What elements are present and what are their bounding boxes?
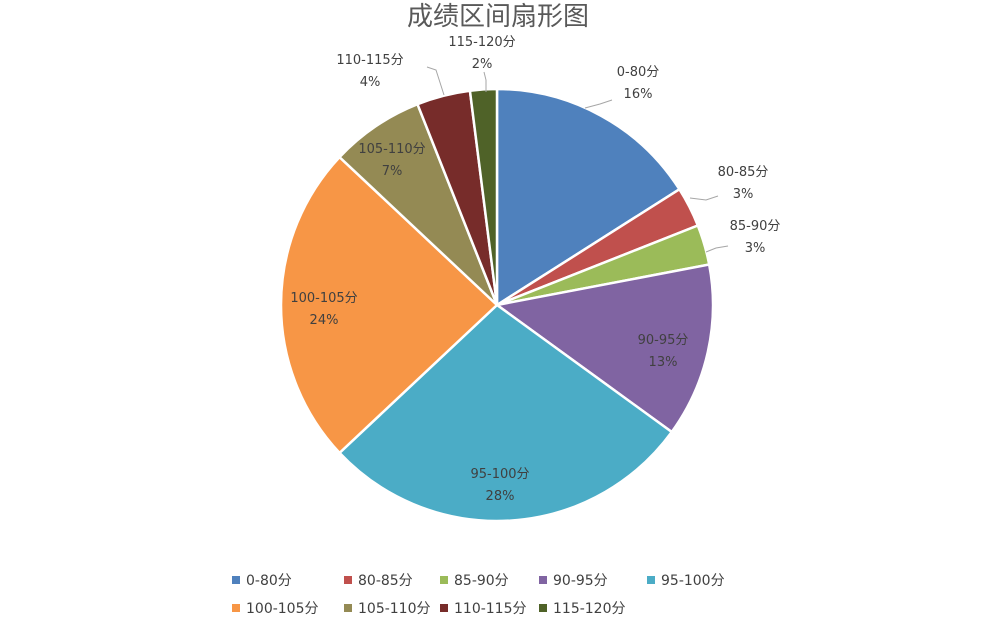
legend-swatch	[232, 604, 240, 612]
legend-item: 105-110分	[344, 598, 431, 618]
legend-item: 95-100分	[647, 570, 725, 590]
data-label-percent: 3%	[733, 187, 754, 202]
data-label-category: 80-85分	[718, 165, 769, 180]
data-label-category: 0-80分	[617, 65, 660, 80]
legend-label: 100-105分	[246, 601, 319, 617]
legend-swatch	[440, 604, 448, 612]
data-label-category: 90-95分	[638, 333, 689, 348]
data-label-category: 95-100分	[470, 467, 529, 482]
data-label-percent: 16%	[624, 87, 653, 102]
legend-label: 105-110分	[358, 601, 431, 617]
legend-swatch	[344, 576, 352, 584]
data-label-category: 105-110分	[358, 142, 425, 157]
leader-line-115-120分	[483, 71, 487, 92]
legend-label: 0-80分	[246, 573, 292, 589]
data-label-percent: 3%	[745, 241, 766, 256]
data-label-percent: 28%	[486, 489, 515, 504]
legend-item: 80-85分	[344, 570, 413, 590]
legend-label: 85-90分	[454, 573, 509, 589]
legend-item: 110-115分	[440, 598, 527, 618]
legend-label: 90-95分	[553, 573, 608, 589]
data-label-percent: 13%	[649, 355, 678, 370]
legend-label: 115-120分	[553, 601, 626, 617]
data-label-category: 115-120分	[448, 35, 515, 50]
legend-label: 95-100分	[661, 573, 725, 589]
legend-item: 0-80分	[232, 570, 292, 590]
legend-swatch	[647, 576, 655, 584]
legend-swatch	[539, 576, 547, 584]
legend-label: 110-115分	[454, 601, 527, 617]
data-label-category: 110-115分	[336, 53, 403, 68]
pie-slice-115-120分	[468, 87, 499, 306]
legend-item: 90-95分	[539, 570, 608, 590]
legend-item: 85-90分	[440, 570, 509, 590]
data-label-percent: 4%	[360, 75, 381, 90]
legend-swatch	[539, 604, 547, 612]
chart-title: 成绩区间扇形图	[406, 2, 589, 32]
pie-slice-0-80分	[495, 87, 682, 308]
leader-line-80-85分	[689, 195, 719, 201]
pie-slice-90-95分	[493, 263, 715, 434]
legend-item: 115-120分	[539, 598, 626, 618]
legend-item: 100-105分	[232, 598, 319, 618]
pie-slice-95-100分	[337, 303, 674, 523]
leader-line-0-80分	[584, 99, 613, 109]
data-label-category: 85-90分	[730, 219, 781, 234]
data-label-percent: 7%	[382, 164, 403, 179]
legend-label: 80-85分	[358, 573, 413, 589]
data-label-percent: 2%	[472, 57, 493, 72]
data-label-percent: 24%	[310, 313, 339, 328]
data-label-category: 100-105分	[290, 291, 357, 306]
legend-swatch	[344, 604, 352, 612]
legend-swatch	[440, 576, 448, 584]
pie-slice-100-105分	[279, 155, 499, 455]
leader-line-85-90分	[705, 245, 729, 253]
legend-swatch	[232, 576, 240, 584]
leader-line-110-115分	[426, 66, 445, 96]
